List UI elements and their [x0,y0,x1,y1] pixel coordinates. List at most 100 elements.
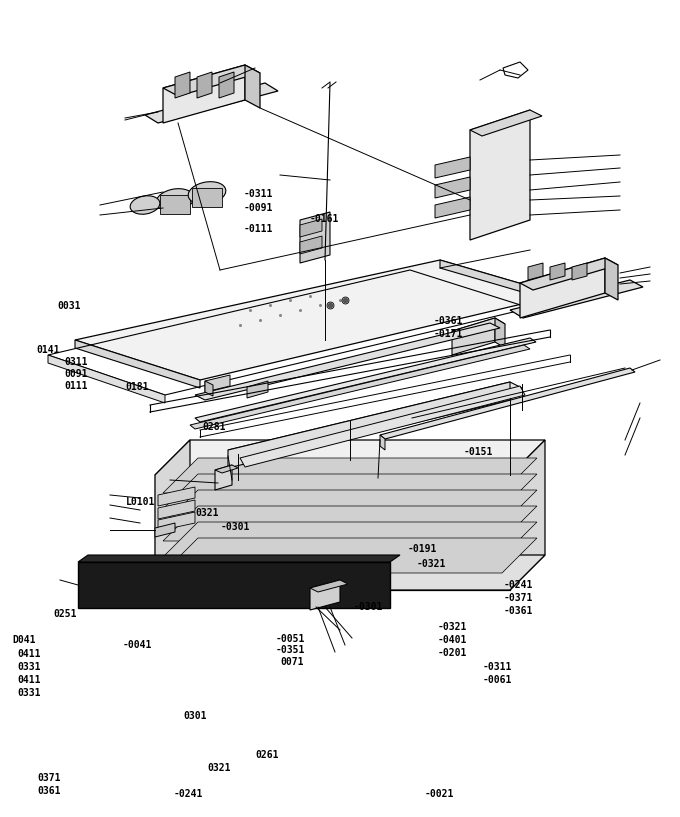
Polygon shape [300,236,322,254]
Polygon shape [48,355,165,403]
Text: -0201: -0201 [438,648,467,658]
Polygon shape [550,263,565,280]
Text: -0311: -0311 [483,662,512,672]
Polygon shape [215,465,232,490]
Polygon shape [520,258,605,318]
Text: -0191: -0191 [407,544,437,554]
Text: 0071: 0071 [281,657,305,667]
Polygon shape [380,368,635,439]
Text: 0331: 0331 [17,662,41,672]
Polygon shape [155,523,175,537]
Text: D041: D041 [12,635,36,645]
Polygon shape [245,65,260,108]
Polygon shape [145,83,278,123]
Polygon shape [197,72,212,98]
Text: 0141: 0141 [37,345,61,355]
Text: 0331: 0331 [17,688,41,698]
Text: -0171: -0171 [433,329,462,339]
Text: 0301: 0301 [184,711,207,721]
Text: -0351: -0351 [276,645,305,655]
Polygon shape [205,381,213,396]
Polygon shape [163,474,537,509]
Polygon shape [155,555,545,590]
Polygon shape [158,500,195,519]
Polygon shape [528,263,543,280]
Ellipse shape [156,189,194,212]
Polygon shape [470,110,530,240]
Text: -0361: -0361 [503,606,532,616]
Polygon shape [158,487,195,506]
Text: -0311: -0311 [243,190,273,199]
Text: -0321: -0321 [438,622,467,632]
Text: -0301: -0301 [354,602,383,612]
Polygon shape [75,260,560,380]
Text: -0051: -0051 [276,634,305,644]
Polygon shape [510,440,545,590]
Polygon shape [190,345,530,429]
Text: -0401: -0401 [438,635,467,645]
Polygon shape [228,382,522,456]
Polygon shape [163,65,245,123]
Polygon shape [163,538,537,573]
Text: -0321: -0321 [416,559,445,569]
Text: 0321: 0321 [207,763,231,773]
Polygon shape [452,318,495,355]
Text: 0281: 0281 [203,422,226,432]
Polygon shape [300,212,330,263]
Polygon shape [228,382,510,468]
Text: 0181: 0181 [126,382,150,392]
Text: 0031: 0031 [58,301,82,311]
Text: 0321: 0321 [196,508,220,518]
Polygon shape [195,323,500,400]
Text: 0111: 0111 [64,382,88,391]
Text: 0361: 0361 [37,786,61,796]
Polygon shape [495,318,505,348]
Text: -0091: -0091 [243,203,273,212]
Polygon shape [163,65,260,96]
Text: -0361: -0361 [433,316,462,326]
Polygon shape [155,440,545,475]
Polygon shape [300,219,322,237]
Ellipse shape [130,196,160,214]
Text: -0301: -0301 [221,522,250,532]
Text: -0241: -0241 [503,580,532,590]
Polygon shape [192,188,222,207]
Text: 0411: 0411 [17,649,41,659]
Polygon shape [75,340,200,388]
Text: 0371: 0371 [37,773,61,783]
Polygon shape [435,197,470,218]
Text: 0091: 0091 [64,369,88,379]
Polygon shape [175,72,190,98]
Polygon shape [452,318,505,337]
Polygon shape [435,177,470,198]
Text: -0061: -0061 [483,675,512,685]
Polygon shape [78,555,400,562]
Polygon shape [78,562,390,608]
Text: -0371: -0371 [503,593,532,603]
Polygon shape [510,280,643,318]
Polygon shape [470,110,542,136]
Polygon shape [215,465,238,473]
Polygon shape [247,381,268,398]
Polygon shape [440,260,560,303]
Polygon shape [240,386,525,467]
Text: -0111: -0111 [243,224,273,234]
Polygon shape [605,258,618,300]
Polygon shape [205,375,230,392]
Polygon shape [195,338,536,422]
Polygon shape [158,512,195,531]
Polygon shape [163,490,537,525]
Text: -0151: -0151 [464,447,493,457]
Polygon shape [520,258,618,290]
Polygon shape [310,580,348,592]
Polygon shape [435,157,470,178]
Polygon shape [380,435,385,450]
Text: -0021: -0021 [425,789,454,799]
Polygon shape [163,506,537,541]
Polygon shape [155,440,190,590]
Polygon shape [572,263,587,280]
Text: 0251: 0251 [53,609,77,618]
Polygon shape [219,72,234,98]
Ellipse shape [188,181,226,204]
Text: 0411: 0411 [17,675,41,685]
